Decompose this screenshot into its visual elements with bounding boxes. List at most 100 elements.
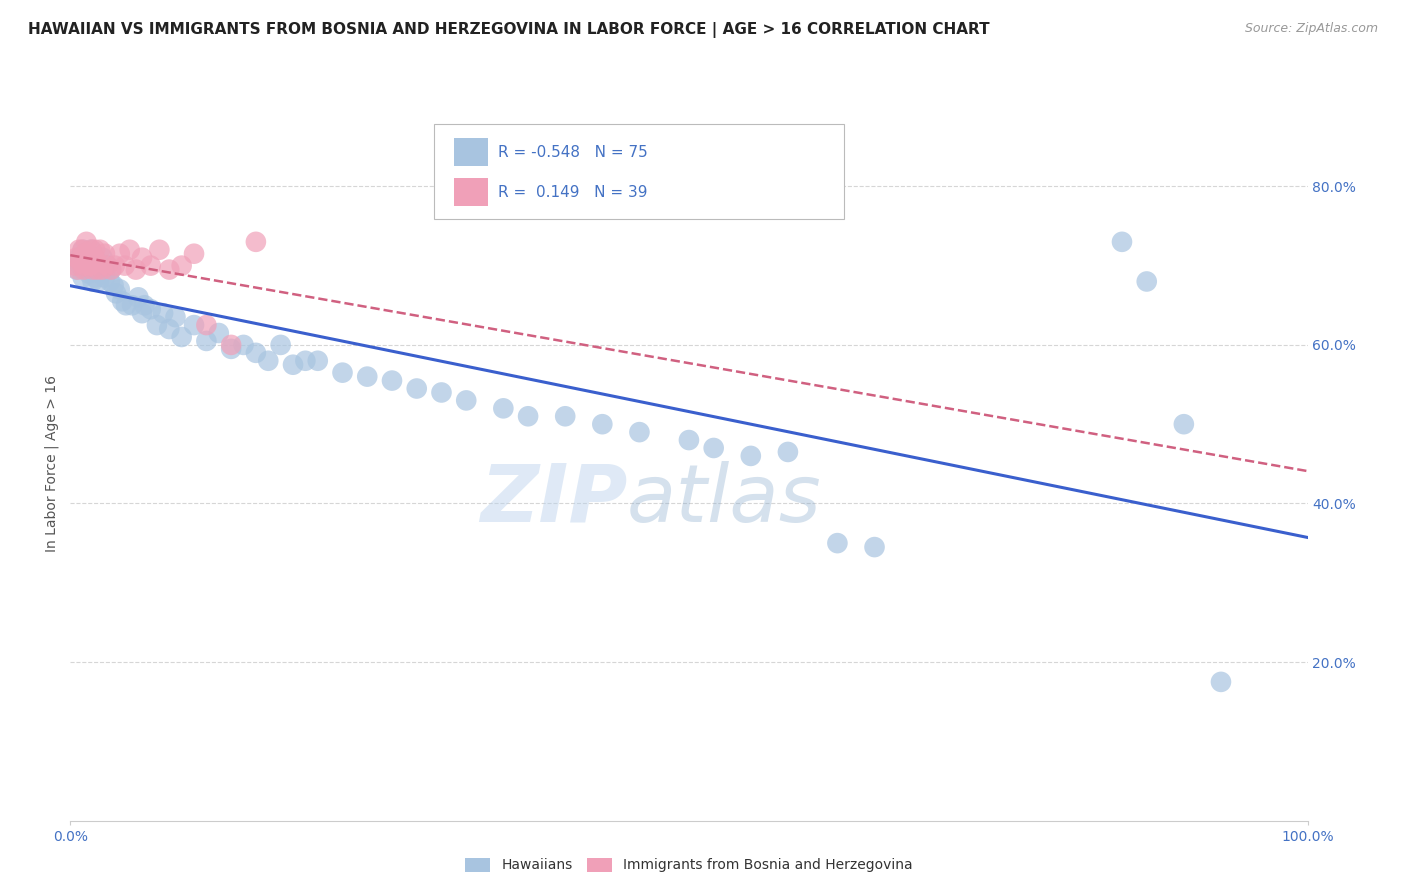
Point bbox=[381, 374, 404, 388]
Point bbox=[73, 262, 96, 277]
Point bbox=[195, 334, 218, 348]
Point bbox=[100, 262, 122, 277]
Point bbox=[84, 243, 107, 257]
Point bbox=[67, 251, 90, 265]
Point bbox=[1136, 275, 1159, 289]
Point bbox=[96, 259, 118, 273]
Point bbox=[245, 346, 267, 360]
Point bbox=[356, 369, 378, 384]
Point bbox=[79, 259, 101, 273]
Point bbox=[776, 445, 799, 459]
Point bbox=[863, 540, 886, 554]
Point bbox=[108, 246, 131, 260]
Point bbox=[91, 251, 114, 265]
Point bbox=[69, 254, 91, 268]
Point bbox=[157, 322, 180, 336]
Point bbox=[103, 278, 125, 293]
Point bbox=[294, 353, 316, 368]
Point bbox=[232, 338, 254, 352]
Point bbox=[77, 251, 100, 265]
Point bbox=[70, 251, 93, 265]
Text: R =  0.149   N = 39: R = 0.149 N = 39 bbox=[498, 186, 647, 200]
Point bbox=[208, 326, 231, 340]
Point bbox=[72, 270, 94, 285]
Point bbox=[82, 259, 104, 273]
Point bbox=[146, 318, 169, 332]
Point bbox=[1209, 674, 1232, 689]
Point bbox=[66, 262, 89, 277]
Text: HAWAIIAN VS IMMIGRANTS FROM BOSNIA AND HERZEGOVINA IN LABOR FORCE | AGE > 16 COR: HAWAIIAN VS IMMIGRANTS FROM BOSNIA AND H… bbox=[28, 22, 990, 38]
Point bbox=[1111, 235, 1133, 249]
Point bbox=[139, 259, 162, 273]
Point bbox=[94, 246, 117, 260]
Point bbox=[170, 259, 193, 273]
Text: atlas: atlas bbox=[627, 460, 823, 539]
Point bbox=[114, 259, 136, 273]
Point bbox=[82, 275, 104, 289]
Point bbox=[75, 235, 97, 249]
Point bbox=[183, 318, 205, 332]
Point bbox=[86, 262, 108, 277]
Point bbox=[121, 298, 143, 312]
Point bbox=[104, 259, 127, 273]
Point bbox=[84, 259, 107, 273]
Y-axis label: In Labor Force | Age > 16: In Labor Force | Age > 16 bbox=[45, 376, 59, 552]
Point bbox=[131, 251, 153, 265]
Point bbox=[77, 251, 100, 265]
Point bbox=[65, 251, 87, 265]
Point bbox=[108, 282, 131, 296]
Point bbox=[281, 358, 304, 372]
Point bbox=[591, 417, 613, 432]
Point bbox=[84, 251, 107, 265]
Point bbox=[270, 338, 292, 352]
Point bbox=[183, 246, 205, 260]
Point bbox=[332, 366, 354, 380]
Point bbox=[72, 243, 94, 257]
Point bbox=[127, 290, 149, 304]
Point bbox=[75, 259, 97, 273]
Point bbox=[628, 425, 651, 439]
Point bbox=[152, 306, 174, 320]
Legend: Hawaiians, Immigrants from Bosnia and Herzegovina: Hawaiians, Immigrants from Bosnia and He… bbox=[460, 852, 918, 878]
Point bbox=[84, 270, 107, 285]
Point bbox=[91, 262, 114, 277]
Point bbox=[69, 259, 91, 273]
Point bbox=[517, 409, 540, 424]
Point bbox=[89, 243, 111, 257]
Point bbox=[219, 342, 242, 356]
Point bbox=[170, 330, 193, 344]
Point bbox=[98, 275, 121, 289]
Point bbox=[93, 262, 115, 277]
Point bbox=[405, 382, 427, 396]
Point bbox=[125, 262, 148, 277]
Point bbox=[219, 338, 242, 352]
Point bbox=[307, 353, 329, 368]
Point bbox=[77, 267, 100, 281]
Point bbox=[76, 262, 98, 277]
Point bbox=[703, 441, 725, 455]
Point bbox=[827, 536, 849, 550]
Point bbox=[111, 294, 134, 309]
Point bbox=[75, 246, 97, 260]
Point bbox=[76, 254, 98, 268]
Point bbox=[80, 243, 103, 257]
Point bbox=[82, 262, 104, 277]
Point bbox=[245, 235, 267, 249]
Point bbox=[67, 243, 90, 257]
Text: ZIP: ZIP bbox=[479, 460, 627, 539]
Point bbox=[87, 275, 110, 289]
Point bbox=[134, 298, 156, 312]
Point bbox=[148, 243, 170, 257]
Point bbox=[139, 302, 162, 317]
Point bbox=[84, 254, 107, 268]
Point bbox=[118, 243, 141, 257]
Point bbox=[456, 393, 478, 408]
Point bbox=[72, 243, 94, 257]
Point bbox=[83, 251, 105, 265]
Point bbox=[65, 259, 87, 273]
Point bbox=[554, 409, 576, 424]
Point bbox=[165, 310, 187, 325]
Text: R = -0.548   N = 75: R = -0.548 N = 75 bbox=[498, 145, 648, 160]
Point bbox=[115, 298, 138, 312]
Point bbox=[131, 306, 153, 320]
